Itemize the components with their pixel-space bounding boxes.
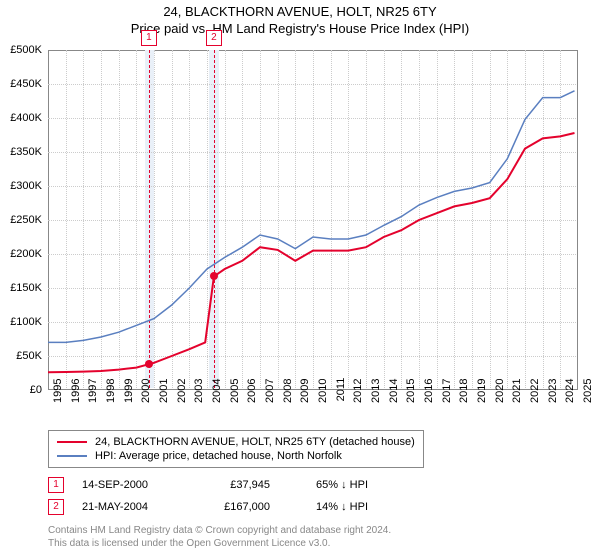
ytick-label: £350K (0, 146, 42, 158)
xtick-label: 2014 (388, 354, 400, 394)
xtick-label: 1997 (87, 354, 99, 394)
series-svg (48, 50, 578, 390)
legend-label: 24, BLACKTHORN AVENUE, HOLT, NR25 6TY (d… (95, 436, 415, 448)
xtick-label: 2015 (405, 354, 417, 394)
ytick-label: £250K (0, 214, 42, 226)
xtick-label: 2021 (511, 354, 523, 394)
title-block: 24, BLACKTHORN AVENUE, HOLT, NR25 6TY Pr… (0, 0, 600, 38)
legend-swatch (57, 441, 87, 443)
title-address: 24, BLACKTHORN AVENUE, HOLT, NR25 6TY (0, 4, 600, 19)
event-number: 1 (48, 477, 64, 493)
event-row: 2 21-MAY-2004 £167,000 14% ↓ HPI (48, 496, 368, 518)
event-date: 14-SEP-2000 (82, 479, 182, 491)
xtick-label: 2022 (529, 354, 541, 394)
ytick-label: £150K (0, 282, 42, 294)
event-marker: 1 (141, 30, 157, 46)
sale-point (145, 360, 153, 368)
legend-row: 24, BLACKTHORN AVENUE, HOLT, NR25 6TY (d… (57, 435, 415, 449)
ytick-label: £300K (0, 180, 42, 192)
xtick-label: 1998 (105, 354, 117, 394)
xtick-label: 1995 (52, 354, 64, 394)
xtick-label: 2004 (211, 354, 223, 394)
xtick-label: 2025 (582, 354, 594, 394)
xtick-label: 2023 (547, 354, 559, 394)
xtick-label: 2013 (370, 354, 382, 394)
event-number: 2 (48, 499, 64, 515)
event-date: 21-MAY-2004 (82, 501, 182, 513)
event-price: £167,000 (200, 501, 270, 513)
xtick-label: 2011 (335, 354, 347, 394)
xtick-label: 2002 (176, 354, 188, 394)
xtick-label: 2008 (282, 354, 294, 394)
xtick-label: 2020 (494, 354, 506, 394)
event-diff: 14% ↓ HPI (288, 501, 368, 513)
xtick-label: 2016 (423, 354, 435, 394)
xtick-label: 2010 (317, 354, 329, 394)
chart-container: 24, BLACKTHORN AVENUE, HOLT, NR25 6TY Pr… (0, 0, 600, 560)
ytick-label: £200K (0, 248, 42, 260)
series-line (48, 133, 575, 372)
events-table: 1 14-SEP-2000 £37,945 65% ↓ HPI 2 21-MAY-2004… (48, 474, 368, 518)
xtick-label: 2006 (246, 354, 258, 394)
title-subtitle: Price paid vs. HM Land Registry's House … (0, 21, 600, 36)
event-price: £37,945 (200, 479, 270, 491)
ytick-label: £0 (0, 384, 42, 396)
event-diff: 65% ↓ HPI (288, 479, 368, 491)
ytick-label: £100K (0, 316, 42, 328)
xtick-label: 2018 (458, 354, 470, 394)
footer-line2: This data is licensed under the Open Gov… (48, 537, 391, 550)
chart-area: £0£50K£100K£150K£200K£250K£300K£350K£400… (48, 50, 578, 390)
legend-row: HPI: Average price, detached house, Nort… (57, 449, 415, 463)
event-row: 1 14-SEP-2000 £37,945 65% ↓ HPI (48, 474, 368, 496)
legend: 24, BLACKTHORN AVENUE, HOLT, NR25 6TY (d… (48, 430, 424, 468)
xtick-label: 2024 (564, 354, 576, 394)
xtick-label: 2001 (158, 354, 170, 394)
ytick-label: £450K (0, 78, 42, 90)
event-marker: 2 (206, 30, 222, 46)
xtick-label: 2005 (229, 354, 241, 394)
xtick-label: 2017 (441, 354, 453, 394)
ytick-label: £50K (0, 350, 42, 362)
xtick-label: 2019 (476, 354, 488, 394)
ytick-label: £400K (0, 112, 42, 124)
xtick-label: 2003 (193, 354, 205, 394)
xtick-label: 2009 (299, 354, 311, 394)
xtick-label: 1996 (70, 354, 82, 394)
ytick-label: £500K (0, 44, 42, 56)
xtick-label: 2012 (352, 354, 364, 394)
legend-label: HPI: Average price, detached house, Nort… (95, 450, 342, 462)
series-line (48, 91, 575, 343)
legend-swatch (57, 455, 87, 457)
footer: Contains HM Land Registry data © Crown c… (48, 524, 391, 550)
xtick-label: 2007 (264, 354, 276, 394)
sale-point (210, 272, 218, 280)
footer-line1: Contains HM Land Registry data © Crown c… (48, 524, 391, 537)
xtick-label: 1999 (123, 354, 135, 394)
